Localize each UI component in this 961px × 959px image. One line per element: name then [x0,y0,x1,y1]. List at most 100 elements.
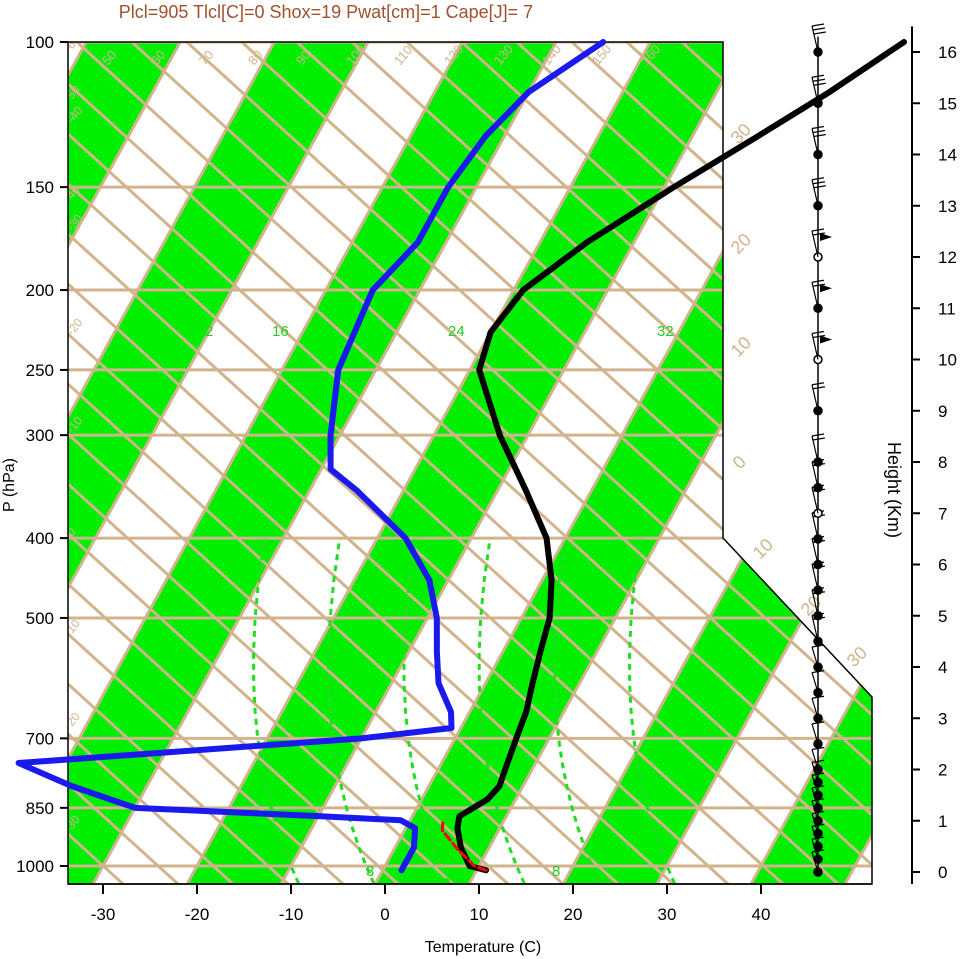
wind-feather [811,279,825,283]
wind-feather [811,228,825,232]
wind-feather [811,759,825,763]
y-tick-label: 300 [26,426,54,445]
y-tick-label: 150 [26,178,54,197]
x-tick-label: 40 [752,905,771,924]
isotherm-line [743,42,872,884]
wind-feather [811,433,825,437]
wind-barb [811,698,819,719]
wind-feather [812,129,825,134]
dry-adiabat-line [139,42,872,884]
height-tick-label: 11 [938,299,956,318]
x-tick-label: 0 [380,905,389,924]
height-tick-label: 16 [938,43,957,62]
wind-feather [813,82,826,86]
wind-feather [811,382,825,386]
temperature-line [454,39,907,874]
dry-adiabat-line [68,42,235,884]
wind-feather [811,23,825,27]
dry-adiabat-label: -20 [64,315,86,338]
dry-adiabat-line [68,42,872,884]
dry-adiabat-line [194,42,872,884]
x-tick-label: -20 [185,905,210,924]
height-tick-label: 12 [938,248,957,267]
height-tick-label: 14 [938,146,957,165]
wind-feather [812,334,825,339]
height-tick-label: 9 [938,402,947,421]
wind-barb [811,723,819,745]
wind-barb [811,646,819,668]
x-tick-label: 30 [658,905,677,924]
x-tick-label: -30 [91,905,116,924]
dry-adiabat-line [68,42,345,884]
isotherm-line [0,0,15,896]
wind-feather [812,386,825,390]
x-axis-title: Temperature (C) [425,939,541,956]
isotherm-line [68,42,393,884]
dry-adiabat-line [68,42,785,884]
mixing-ratio-line [552,537,601,884]
stats-line: Plcl=905 Tlcl[C]=0 Shox=19 Pwat[cm]=1 Ca… [119,2,533,22]
green-band [68,42,580,884]
wind-pennant [820,335,832,344]
wind-feather [811,125,825,130]
edge-label: 10 [749,535,777,563]
edge-label: 10 [727,333,755,361]
dry-adiabat-line [414,42,872,884]
x-tick-label: 10 [470,905,489,924]
dry-adiabat-line [0,0,13,884]
y-tick-label: 500 [26,609,54,628]
height-axis-title: Height (Km) [884,442,904,538]
mixing-ratio-line [252,537,301,884]
dry-adiabat-line [84,42,872,884]
green-band [68,42,392,884]
isotherm-line [461,42,872,884]
mixing-ratio-label: 32 [657,323,674,340]
dry-adiabat-line [68,42,455,884]
height-tick-label: 7 [938,504,947,523]
mixing-ratio-label: 16 [272,323,289,340]
mixing-ratio-label: 2 [205,323,213,340]
y-tick-label: 100 [26,33,54,52]
wind-feather [812,78,825,82]
height-tick-label: 15 [938,94,957,113]
height-tick-label: 6 [938,556,947,575]
dewpoint-line [15,39,607,874]
dry-adiabat-label: 60 [64,32,84,51]
wind-feather [812,283,825,287]
dry-adiabat-line [469,42,872,884]
mixing-ratio-label: 3 [366,863,374,880]
height-tick-label: 4 [938,658,947,677]
mixing-ratio-label: 8 [552,863,560,880]
wind-pennant [820,233,832,241]
dry-adiabat-line [68,42,400,884]
isotherm-line [68,42,205,884]
dry-adiabat-line [68,42,730,884]
wind-feather [811,330,825,335]
x-tick-label: 20 [564,905,583,924]
y-tick-label: 1000 [16,857,54,876]
edge-label: 30 [843,643,871,671]
height-tick-label: 8 [938,453,947,472]
wind-feather [813,31,826,35]
isotherm-line [68,42,487,884]
parcel-line [440,818,488,872]
mixing-ratio-line [477,537,526,884]
y-tick-label: 850 [26,799,54,818]
dry-adiabat-label: 0 [64,525,79,539]
height-tick-label: 0 [938,863,947,882]
isotherm-line [68,42,299,884]
wind-profile [811,23,832,877]
edge-label: 0 [729,452,750,473]
height-tick-label: 3 [938,709,947,728]
y-tick-label: 400 [26,529,54,548]
mixing-ratio-label: 24 [448,323,465,340]
wind-feather [813,185,826,189]
y-tick-label: 250 [26,361,54,380]
green-band [744,42,872,884]
height-tick-label: 5 [938,607,947,626]
dry-adiabat-line [68,42,620,884]
wind-feather [811,74,825,78]
y-tick-label: 200 [26,281,54,300]
height-tick-label: 2 [938,761,947,780]
